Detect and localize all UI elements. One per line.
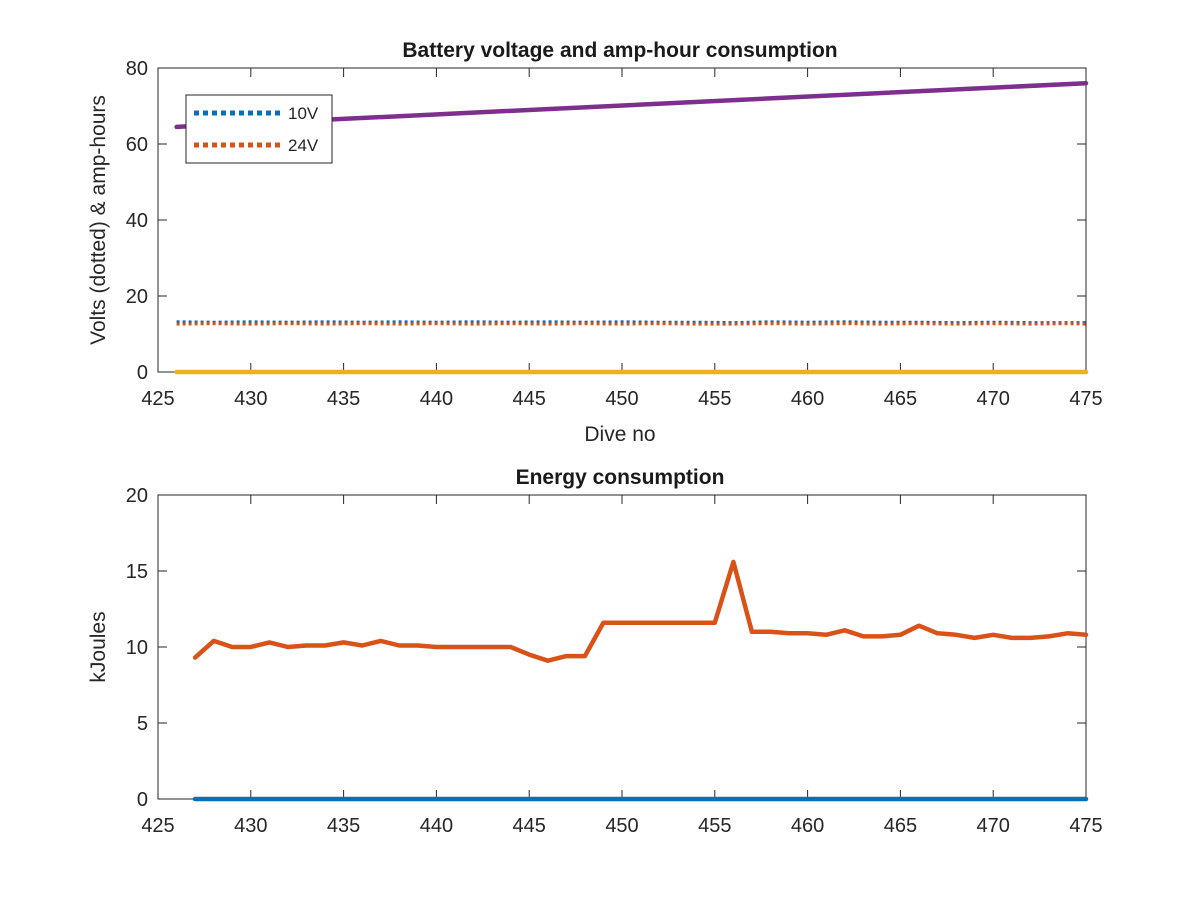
x-tick-label: 470 bbox=[977, 388, 1010, 410]
plot-area: 425 430 435 440 445 450 455 460 465 470 475 0 20 40 60… bbox=[126, 58, 1103, 410]
x-tick-label: 465 bbox=[884, 815, 917, 837]
chart-title: Energy consumption bbox=[516, 466, 725, 489]
x-tick-label: 430 bbox=[234, 815, 267, 837]
x-tick-label: 460 bbox=[791, 815, 824, 837]
x-tick-label: 450 bbox=[605, 388, 638, 410]
plot-area: 425 430 435 440 445 450 455 460 465 470 475 0 5 10 15 2… bbox=[126, 485, 1103, 837]
x-axis-label: Dive no bbox=[584, 423, 655, 446]
x-tick-label: 475 bbox=[1069, 815, 1102, 837]
legend-label-10v: 10V bbox=[288, 104, 319, 123]
y-tick-label: 40 bbox=[126, 210, 148, 232]
axes-energy-consumption: Energy consumption kJoules 425 430 435 440 4… bbox=[87, 466, 1103, 837]
y-tick-label: 20 bbox=[126, 485, 148, 507]
x-tick-label: 435 bbox=[327, 815, 360, 837]
x-tick-label: 475 bbox=[1069, 388, 1102, 410]
x-tick-label: 440 bbox=[420, 388, 453, 410]
y-axis-label: kJoules bbox=[87, 611, 110, 682]
x-tick-label: 470 bbox=[977, 815, 1010, 837]
x-tick-label: 440 bbox=[420, 815, 453, 837]
x-tick-label: 445 bbox=[513, 815, 546, 837]
y-tick-label: 60 bbox=[126, 134, 148, 156]
y-tick-label: 20 bbox=[126, 286, 148, 308]
x-tick-label: 425 bbox=[141, 815, 174, 837]
x-tick-label: 435 bbox=[327, 388, 360, 410]
series-line-2 bbox=[192, 559, 1089, 663]
chart-title: Battery voltage and amp-hour consumption bbox=[402, 39, 837, 62]
y-tick-label: 5 bbox=[137, 713, 148, 735]
y-tick-label: 10 bbox=[126, 637, 148, 659]
y-tick-label: 80 bbox=[126, 58, 148, 80]
y-tick-label: 15 bbox=[126, 561, 148, 583]
x-tick-label: 430 bbox=[234, 388, 267, 410]
x-tick-label: 460 bbox=[791, 388, 824, 410]
legend-label-24v: 24V bbox=[288, 136, 319, 155]
legend-box bbox=[185, 94, 333, 164]
x-tick-label: 455 bbox=[698, 388, 731, 410]
y-tick-label: 0 bbox=[137, 789, 148, 811]
x-tick-label: 450 bbox=[605, 815, 638, 837]
axes-battery-voltage: Battery voltage and amp-hour consumption… bbox=[87, 39, 1103, 446]
x-tick-label: 445 bbox=[513, 388, 546, 410]
legend: 10V 24V bbox=[185, 94, 333, 164]
x-tick-label: 455 bbox=[698, 815, 731, 837]
x-tick-label: 425 bbox=[141, 388, 174, 410]
y-tick-label: 0 bbox=[137, 362, 148, 384]
x-tick-label: 465 bbox=[884, 388, 917, 410]
series-line-10v bbox=[176, 320, 1086, 325]
y-axis-label: Volts (dotted) & amp-hours bbox=[87, 95, 110, 345]
